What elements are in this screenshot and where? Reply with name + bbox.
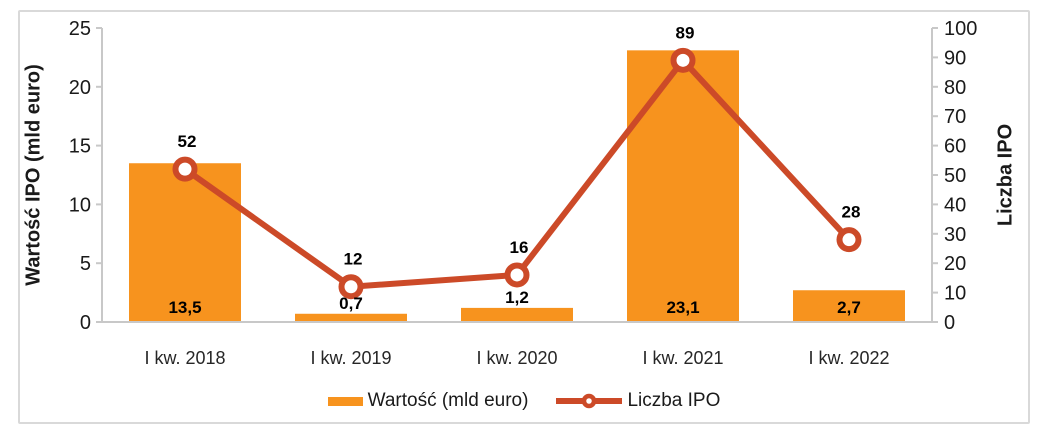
bar-I kw. 2018	[129, 163, 241, 322]
bar-I kw. 2019	[295, 313, 407, 322]
legend-item-bar-series: Wartość (mld euro)	[327, 390, 529, 412]
combo-chart-plot: 0 5 10 15 20 25 0 10 20 30 40 50 60 70 80 90 100 I kw. 20…	[69, 18, 978, 368]
bar-data-label: 0,7	[339, 294, 363, 313]
right-axis-title: Liczba IPO	[994, 123, 1017, 227]
legend-item-line-series: Liczba IPO	[556, 390, 720, 412]
right-axis-tick-label: 50	[944, 165, 966, 187]
right-axis-tick-label: 40	[944, 194, 966, 216]
line-data-label: 12	[344, 250, 363, 269]
legend-label-bar-series: Wartość (mld euro)	[367, 390, 529, 411]
left-axis-tick-label: 25	[69, 18, 91, 40]
x-axis-label: I kw. 2020	[476, 348, 557, 368]
bar-data-label: 1,2	[505, 288, 529, 307]
legend-line-marker	[582, 393, 597, 409]
x-axis-label: I kw. 2019	[310, 348, 391, 368]
right-axis-tick-label: 90	[944, 47, 966, 69]
left-axis-title: Wartość IPO (mld euro)	[22, 64, 45, 286]
line-marker-I kw. 2022	[836, 227, 862, 253]
bar-I kw. 2020	[461, 307, 573, 322]
x-axis-label: I kw. 2021	[642, 348, 723, 368]
line-series-swatch-icon	[556, 393, 623, 409]
chart-frame: 0 5 10 15 20 25 0 10 20 30 40 50 60 70 80 90 100 I kw. 20…	[18, 10, 1030, 424]
legend-label-line-series: Liczba IPO	[627, 390, 721, 411]
bar-I kw. 2022	[793, 290, 905, 322]
left-axis-tick-label: 10	[69, 194, 91, 216]
left-axis-tick-label: 15	[69, 136, 91, 158]
line-data-label: 28	[842, 203, 861, 222]
right-axis-tick-label: 70	[944, 106, 966, 128]
line-data-label: 16	[510, 238, 529, 257]
line-data-label: 52	[178, 132, 197, 151]
right-axis-tick-label: 10	[944, 283, 966, 305]
bar-I kw. 2021	[627, 50, 739, 323]
right-axis-tick-label: 0	[944, 312, 955, 334]
bar-series-swatch-icon	[327, 396, 363, 406]
right-axis-tick-label: 80	[944, 77, 966, 99]
legend: Wartość (mld euro) Liczba IPO	[20, 390, 1028, 412]
x-axis-label: I kw. 2018	[144, 348, 225, 368]
left-axis-tick-label: 0	[80, 312, 91, 334]
line-marker-I kw. 2018	[172, 156, 198, 182]
bar-data-label: 13,5	[168, 298, 201, 317]
x-axis-label: I kw. 2022	[808, 348, 889, 368]
right-axis-tick-label: 100	[944, 18, 977, 40]
right-axis-tick-label: 30	[944, 224, 966, 246]
line-marker-I kw. 2021	[670, 47, 696, 73]
bar-data-label: 2,7	[837, 298, 861, 317]
line-data-label: 89	[676, 23, 695, 42]
bar-data-label: 23,1	[666, 298, 699, 317]
left-axis-tick-label: 20	[69, 77, 91, 99]
right-axis-tick-label: 20	[944, 253, 966, 275]
right-axis-tick-label: 60	[944, 136, 966, 158]
left-axis-tick-label: 5	[80, 253, 91, 275]
line-marker-I kw. 2020	[504, 262, 530, 288]
line-marker-I kw. 2019	[338, 274, 364, 300]
